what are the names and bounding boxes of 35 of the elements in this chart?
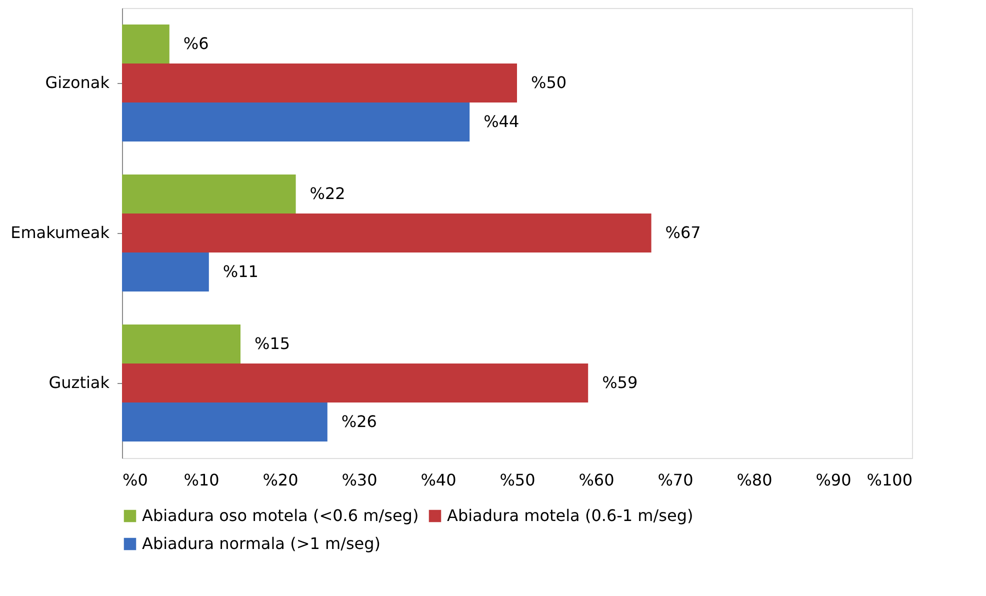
x-tick-label: %100: [866, 470, 912, 490]
data-label: %6: [183, 34, 209, 53]
data-label: %44: [484, 112, 520, 131]
x-tick-label: %90: [816, 470, 852, 490]
y-tick-label: Guztiak: [48, 373, 110, 392]
legend-label: Abiadura motela (0.6-1 m/seg): [447, 506, 694, 525]
x-tick-label: %0: [122, 470, 148, 490]
bar: [122, 64, 517, 102]
data-label: %11: [222, 262, 258, 281]
bar: [122, 214, 652, 252]
x-tick-label: %30: [342, 470, 378, 490]
bar: [122, 402, 328, 442]
bar: [122, 364, 588, 402]
bar: [122, 252, 209, 292]
x-tick-label: %40: [420, 470, 456, 490]
x-tick-label: %20: [262, 470, 298, 490]
x-tick-label: %10: [184, 470, 220, 490]
data-label: %26: [341, 412, 377, 431]
x-tick-label: %80: [736, 470, 772, 490]
data-label: %67: [665, 223, 701, 242]
bar: [122, 24, 170, 64]
data-label: %50: [531, 73, 567, 92]
data-label: %22: [310, 184, 346, 203]
data-label: %15: [254, 334, 290, 353]
bar: [122, 174, 296, 214]
data-label: %59: [602, 373, 638, 392]
x-tick-label: %70: [658, 470, 694, 490]
y-tick-label: Gizonak: [45, 73, 110, 92]
x-tick-label: %50: [500, 470, 536, 490]
bar: [122, 102, 470, 142]
legend-label: Abiadura oso motela (<0.6 m/seg): [142, 506, 419, 525]
y-tick-label: Emakumeak: [10, 223, 110, 242]
legend-label: Abiadura normala (>1 m/seg): [142, 534, 381, 553]
x-tick-label: %60: [578, 470, 614, 490]
bar: [122, 324, 240, 364]
